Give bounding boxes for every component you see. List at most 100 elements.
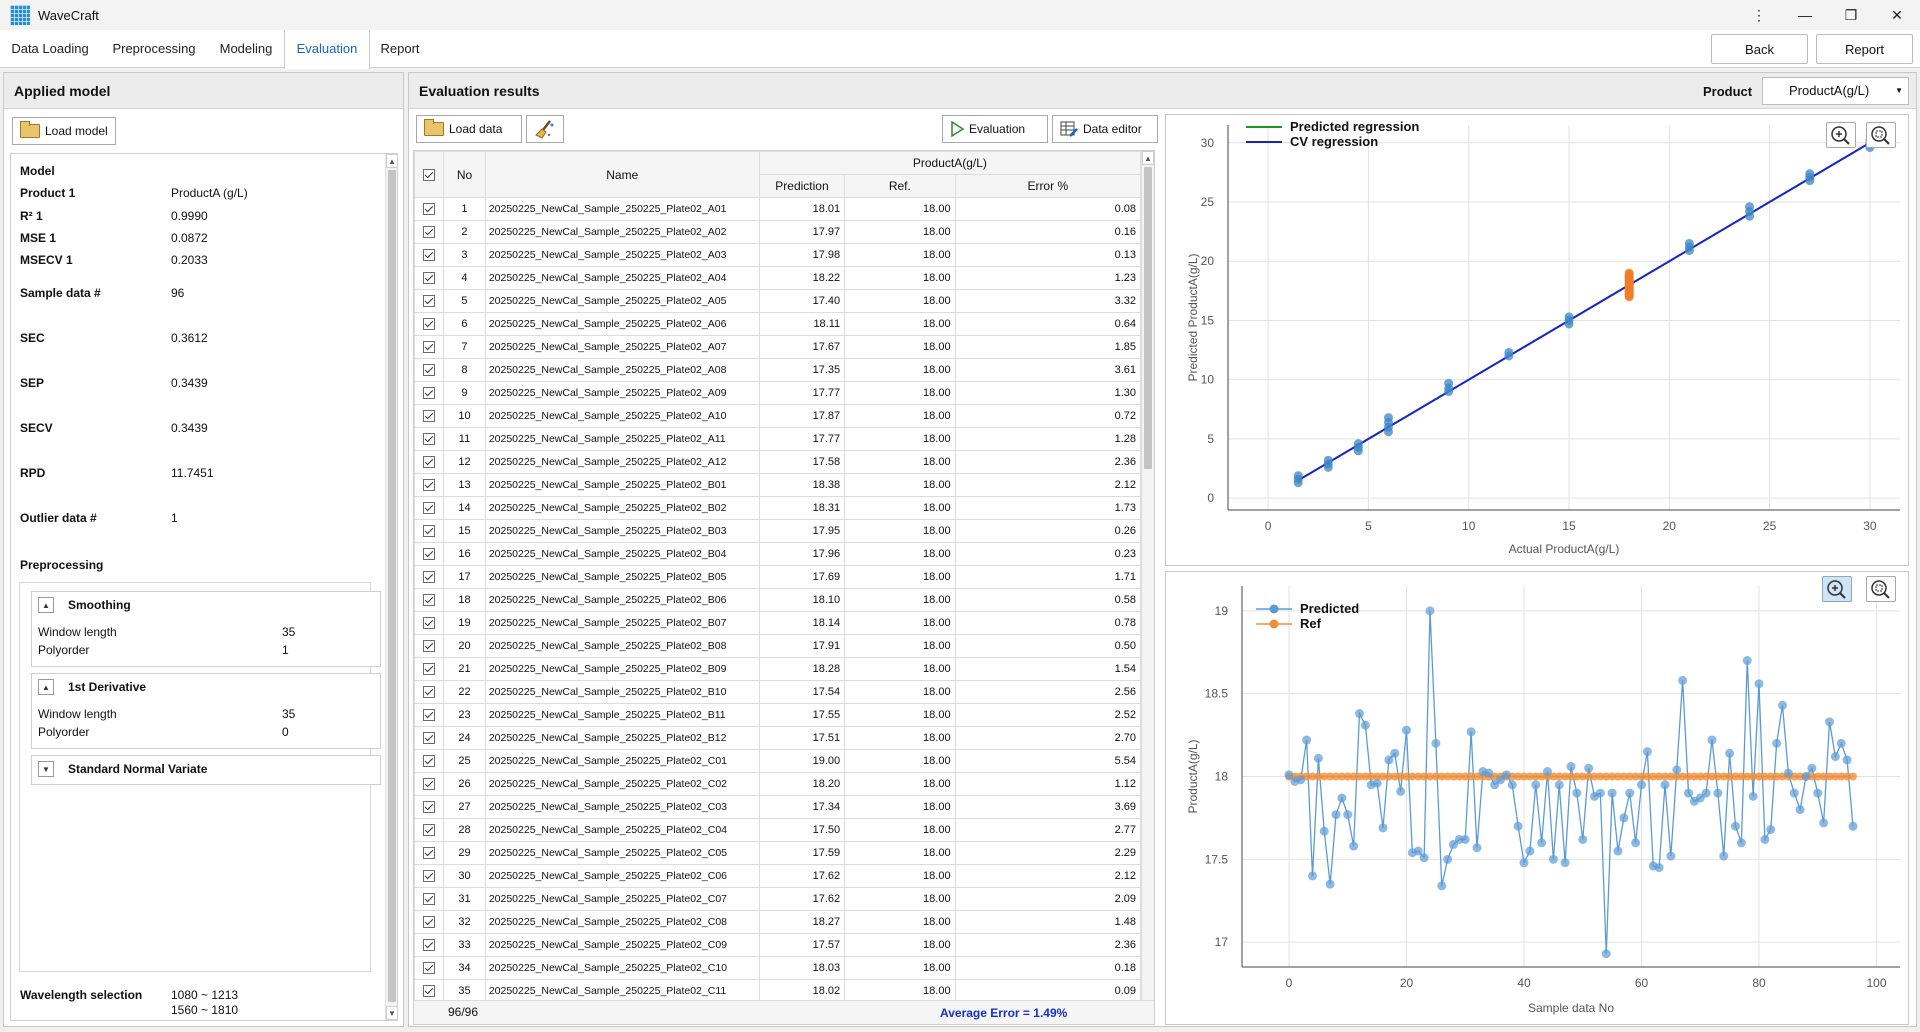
row-select-cell[interactable] (414, 611, 445, 635)
tab-evaluation[interactable]: Evaluation (284, 30, 370, 69)
table-row[interactable]: 21 20250225_NewCal_Sample_250225_Plate02_… (414, 657, 1142, 681)
zoom-reset-button[interactable] (1866, 576, 1896, 602)
tab-report[interactable]: Report (380, 41, 420, 56)
row-select-cell[interactable] (414, 496, 445, 520)
scroll-thumb[interactable] (1144, 167, 1152, 469)
select-all-header[interactable] (414, 151, 445, 198)
clear-data-button[interactable] (526, 115, 564, 143)
row-select-cell[interactable] (414, 381, 445, 405)
zoom-reset-button[interactable] (1866, 122, 1896, 148)
zoom-in-button[interactable] (1826, 122, 1856, 148)
row-checkbox[interactable] (423, 686, 436, 699)
table-row[interactable]: 14 20250225_NewCal_Sample_250225_Plate02_… (414, 496, 1142, 520)
row-select-cell[interactable] (414, 818, 445, 842)
error-column-header[interactable]: Error % (954, 174, 1142, 198)
row-select-cell[interactable] (414, 335, 445, 359)
expand-arrow-icon[interactable]: ▼ (38, 761, 54, 777)
table-row[interactable]: 4 20250225_NewCal_Sample_250225_Plate02_A… (414, 266, 1142, 290)
ref-column-header[interactable]: Ref. (844, 174, 956, 198)
select-all-checkbox[interactable] (423, 169, 436, 182)
row-checkbox[interactable] (423, 617, 436, 630)
table-row[interactable]: 1 20250225_NewCal_Sample_250225_Plate02_A… (414, 197, 1142, 221)
row-select-cell[interactable] (414, 772, 445, 796)
row-checkbox[interactable] (423, 433, 436, 446)
table-row[interactable]: 3 20250225_NewCal_Sample_250225_Plate02_A… (414, 243, 1142, 267)
row-select-cell[interactable] (414, 473, 445, 497)
row-checkbox[interactable] (423, 341, 436, 354)
row-checkbox[interactable] (423, 203, 436, 216)
row-select-cell[interactable] (414, 565, 445, 589)
table-row[interactable]: 28 20250225_NewCal_Sample_250225_Plate02_… (414, 818, 1142, 842)
back-button[interactable]: Back (1711, 34, 1808, 64)
row-checkbox[interactable] (423, 387, 436, 400)
row-checkbox[interactable] (423, 525, 436, 538)
table-row[interactable]: 32 20250225_NewCal_Sample_250225_Plate02_… (414, 910, 1142, 934)
table-row[interactable]: 9 20250225_NewCal_Sample_250225_Plate02_A… (414, 381, 1142, 405)
table-row[interactable]: 15 20250225_NewCal_Sample_250225_Plate02_… (414, 519, 1142, 543)
tab-modeling[interactable]: Modeling (219, 41, 273, 56)
row-select-cell[interactable] (414, 358, 445, 382)
table-row[interactable]: 7 20250225_NewCal_Sample_250225_Plate02_A… (414, 335, 1142, 359)
close-button[interactable]: ✕ (1891, 6, 1903, 23)
row-checkbox[interactable] (423, 709, 436, 722)
row-checkbox[interactable] (423, 939, 436, 952)
row-select-cell[interactable] (414, 887, 445, 911)
row-select-cell[interactable] (414, 634, 445, 658)
row-select-cell[interactable] (414, 220, 445, 244)
collapse-arrow-icon[interactable]: ▲ (38, 679, 54, 695)
table-row[interactable]: 16 20250225_NewCal_Sample_250225_Plate02_… (414, 542, 1142, 566)
row-checkbox[interactable] (423, 870, 436, 883)
scroll-up-icon[interactable]: ▲ (1142, 151, 1154, 165)
restore-button[interactable]: ❐ (1844, 6, 1858, 23)
row-checkbox[interactable] (423, 594, 436, 607)
scroll-down-icon[interactable]: ▼ (386, 1006, 397, 1020)
model-scrollbar[interactable]: ▲ ▼ (385, 154, 397, 1020)
collapse-arrow-icon[interactable]: ▲ (38, 597, 54, 613)
row-checkbox[interactable] (423, 916, 436, 929)
row-select-cell[interactable] (414, 289, 445, 313)
table-row[interactable]: 25 20250225_NewCal_Sample_250225_Plate02_… (414, 749, 1142, 773)
tab-data-loading[interactable]: Data Loading (11, 41, 89, 56)
row-select-cell[interactable] (414, 450, 445, 474)
row-checkbox[interactable] (423, 502, 436, 515)
row-checkbox[interactable] (423, 571, 436, 584)
row-select-cell[interactable] (414, 588, 445, 612)
scroll-up-icon[interactable]: ▲ (386, 154, 397, 168)
table-row[interactable]: 26 20250225_NewCal_Sample_250225_Plate02_… (414, 772, 1142, 796)
scroll-thumb[interactable] (388, 170, 396, 1002)
row-checkbox[interactable] (423, 479, 436, 492)
table-row[interactable]: 19 20250225_NewCal_Sample_250225_Plate02_… (414, 611, 1142, 635)
prediction-column-header[interactable]: Prediction (758, 174, 846, 198)
row-select-cell[interactable] (414, 243, 445, 267)
tab-preprocessing[interactable]: Preprocessing (112, 41, 196, 56)
row-checkbox[interactable] (423, 272, 436, 285)
minimize-button[interactable]: — (1798, 7, 1812, 23)
row-checkbox[interactable] (423, 249, 436, 262)
row-checkbox[interactable] (423, 640, 436, 653)
row-select-cell[interactable] (414, 864, 445, 888)
row-checkbox[interactable] (423, 663, 436, 676)
row-select-cell[interactable] (414, 266, 445, 290)
row-checkbox[interactable] (423, 847, 436, 860)
more-options-icon[interactable]: ⋮ (1752, 6, 1766, 23)
row-select-cell[interactable] (414, 542, 445, 566)
row-checkbox[interactable] (423, 755, 436, 768)
table-row[interactable]: 34 20250225_NewCal_Sample_250225_Plate02_… (414, 956, 1142, 980)
grid-scrollbar[interactable]: ▲ ▼ (1141, 151, 1154, 1024)
row-checkbox[interactable] (423, 364, 436, 377)
table-row[interactable]: 33 20250225_NewCal_Sample_250225_Plate02_… (414, 933, 1142, 957)
row-select-cell[interactable] (414, 841, 445, 865)
row-select-cell[interactable] (414, 197, 445, 221)
table-row[interactable]: 13 20250225_NewCal_Sample_250225_Plate02_… (414, 473, 1142, 497)
no-column-header[interactable]: No (443, 151, 486, 198)
data-editor-button[interactable]: Data editor (1052, 115, 1158, 143)
table-row[interactable]: 11 20250225_NewCal_Sample_250225_Plate02_… (414, 427, 1142, 451)
row-checkbox[interactable] (423, 962, 436, 975)
row-select-cell[interactable] (414, 979, 445, 1003)
row-select-cell[interactable] (414, 404, 445, 428)
name-column-header[interactable]: Name (484, 151, 760, 198)
table-row[interactable]: 8 20250225_NewCal_Sample_250225_Plate02_A… (414, 358, 1142, 382)
row-checkbox[interactable] (423, 548, 436, 561)
row-select-cell[interactable] (414, 956, 445, 980)
row-select-cell[interactable] (414, 933, 445, 957)
